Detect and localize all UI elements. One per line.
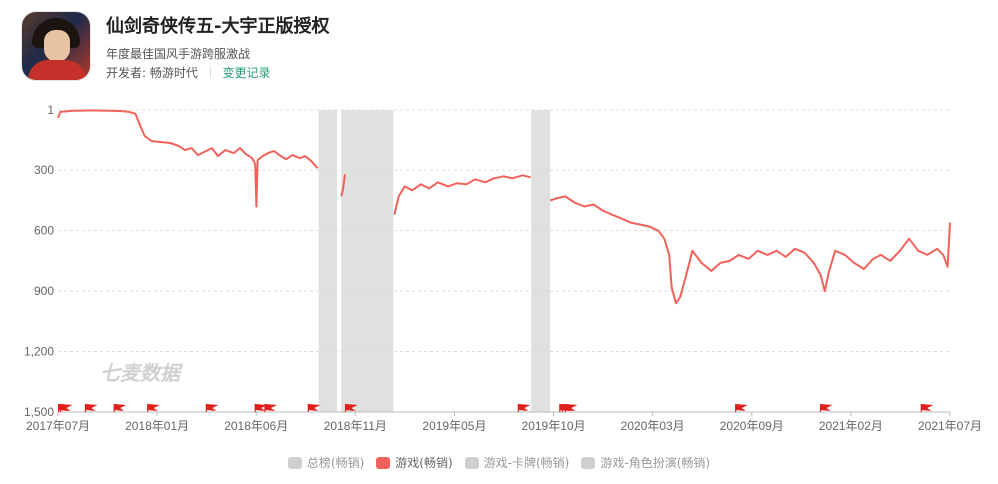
- data-gap-band: [531, 110, 551, 412]
- app-icon-cloth: [28, 60, 86, 80]
- event-flag-icon[interactable]: [85, 404, 98, 411]
- x-tick-label: 2019年10月: [522, 419, 586, 433]
- chart-legend: 总榜(畅销) 游戏(畅销) 游戏-卡牌(畅销) 游戏-角色扮演(畅销): [0, 454, 998, 471]
- y-tick-label: 900: [34, 284, 54, 298]
- developer-label: 开发者:: [106, 66, 147, 80]
- x-tick-label: 2019年05月: [422, 419, 486, 433]
- legend-swatch: [581, 457, 596, 469]
- event-flag-icon[interactable]: [147, 404, 160, 411]
- event-flag-icon[interactable]: [255, 404, 268, 411]
- event-flag-icon[interactable]: [820, 404, 833, 411]
- legend-item[interactable]: 游戏-卡牌(畅销): [464, 454, 570, 471]
- event-flag-icon[interactable]: [565, 404, 578, 411]
- legend-item[interactable]: 游戏(畅销): [376, 454, 453, 471]
- legend-swatch: [464, 457, 479, 469]
- x-tick-label: 2018年06月: [224, 419, 288, 433]
- x-tick-label: 2021年02月: [819, 419, 883, 433]
- series-line-game-grossing: [57, 109, 951, 305]
- event-flag-icon[interactable]: [345, 404, 358, 411]
- event-flag-icon[interactable]: [735, 404, 748, 411]
- legend-label: 游戏-卡牌(畅销): [483, 456, 570, 470]
- developer-name: 畅游时代: [149, 66, 198, 80]
- event-flag-icon[interactable]: [206, 404, 219, 411]
- event-flag-icon[interactable]: [114, 404, 127, 411]
- y-tick-label: 1: [47, 103, 54, 117]
- legend-item[interactable]: 游戏-角色扮演(畅销): [581, 454, 710, 471]
- event-flag-icon[interactable]: [264, 404, 277, 411]
- changelog-link[interactable]: 变更记录: [222, 66, 271, 80]
- event-flag-icon[interactable]: [921, 404, 934, 411]
- developer-divider: [209, 67, 211, 78]
- x-tick-label: 2021年07月: [918, 419, 982, 433]
- data-gap-band: [318, 110, 338, 412]
- legend-label: 总榜(畅销): [306, 456, 365, 470]
- event-flag-icon[interactable]: [308, 404, 321, 411]
- legend-label: 游戏-角色扮演(畅销): [600, 456, 711, 470]
- y-tick-label: 1,200: [24, 345, 54, 359]
- legend-swatch: [376, 457, 391, 469]
- app-subtitle: 年度最佳国风手游跨服激战: [106, 47, 251, 61]
- legend-swatch: [287, 457, 302, 469]
- x-tick-label: 2018年01月: [125, 419, 189, 433]
- app-icon-face: [44, 30, 70, 62]
- legend-item[interactable]: 总榜(畅销): [287, 454, 365, 471]
- y-tick-label: 600: [34, 224, 54, 238]
- y-tick-label: 1,500: [24, 405, 54, 419]
- developer-info: 开发者: 畅游时代 变更记录: [106, 64, 271, 81]
- event-flag-icon[interactable]: [518, 404, 531, 411]
- x-tick-label: 2017年07月: [26, 419, 90, 433]
- data-gap-band: [341, 110, 394, 412]
- watermark: 七麦数据: [100, 362, 183, 385]
- event-flag-icon[interactable]: [60, 404, 73, 411]
- app-icon: [22, 12, 90, 80]
- legend-label: 游戏(畅销): [395, 456, 453, 470]
- y-tick-label: 300: [34, 163, 54, 177]
- x-tick-label: 2020年03月: [621, 419, 685, 433]
- app-title: 仙剑奇侠传五-大宇正版授权: [106, 16, 330, 37]
- x-tick-label: 2018年11月: [324, 419, 387, 433]
- x-tick-label: 2020年09月: [720, 419, 784, 433]
